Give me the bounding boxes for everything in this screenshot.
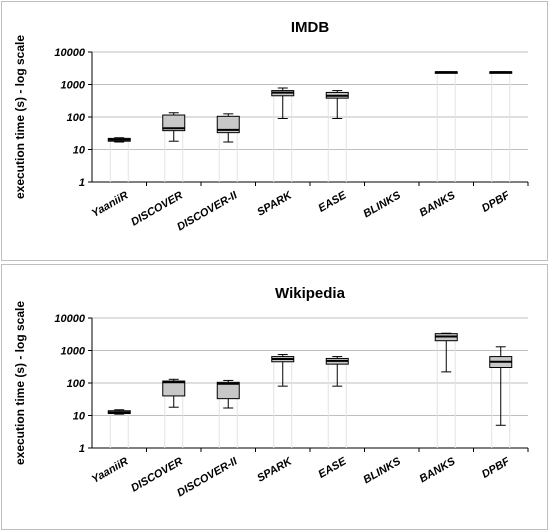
y-tick-label: 1000 <box>61 346 86 358</box>
y-tick-label: 1 <box>79 177 85 189</box>
panel-border <box>2 2 548 261</box>
y-axis-label: execution time (s) - log scale <box>13 301 27 465</box>
y-tick-label: 100 <box>67 112 86 124</box>
y-tick-label: 1 <box>79 443 85 455</box>
chart-title: IMDB <box>291 19 329 36</box>
y-tick-label: 100 <box>67 378 86 390</box>
chart-title: Wikipedia <box>275 285 346 302</box>
wikipedia-chart: Wikipedia execution time (s) - log scale 1… <box>0 263 549 531</box>
box <box>217 382 239 398</box>
y-tick-label: 10000 <box>54 47 85 59</box>
y-axis-label: execution time (s) - log scale <box>13 35 27 199</box>
y-tick-label: 1000 <box>61 80 86 92</box>
y-tick-label: 10 <box>73 411 86 423</box>
imdb-chart: IMDB execution time (s) - log scale 1 10 100… <box>0 0 549 262</box>
y-tick-label: 10 <box>73 145 86 157</box>
y-tick-label: 10000 <box>54 313 85 325</box>
panel-border <box>2 265 548 530</box>
